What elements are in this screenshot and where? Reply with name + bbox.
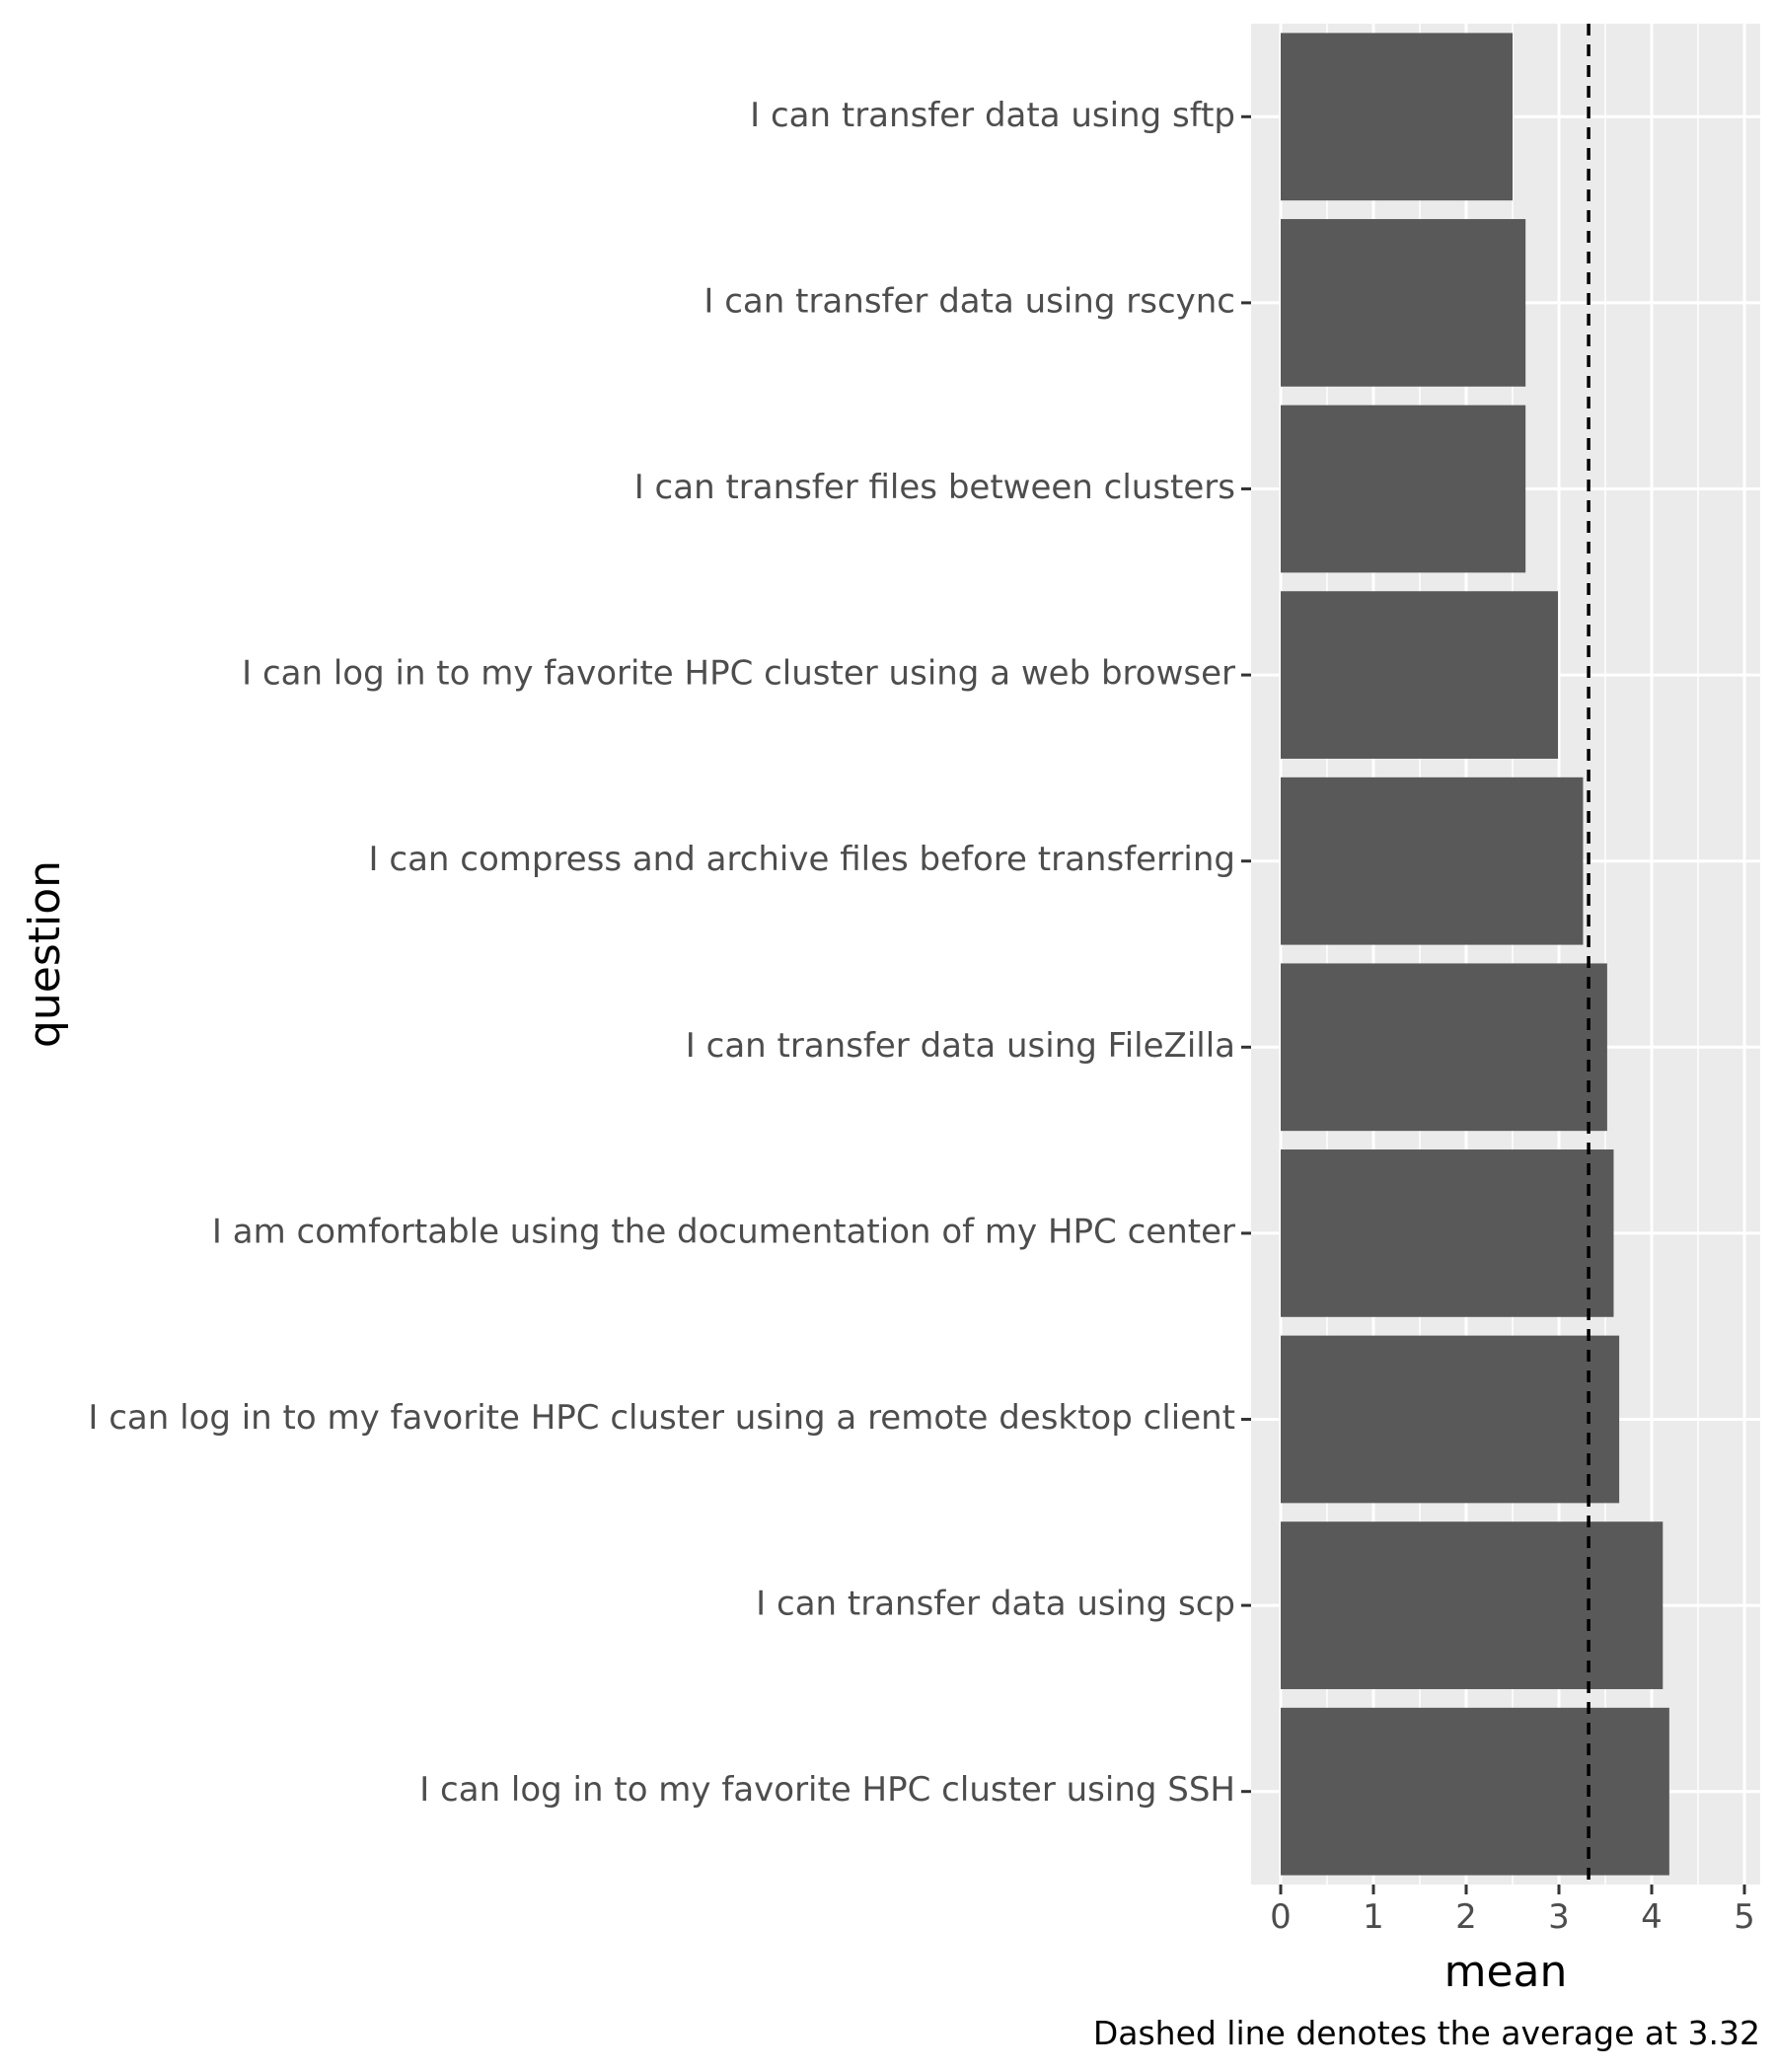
x-tick-label: 0 [1270, 1897, 1292, 1937]
bar [1281, 591, 1559, 759]
x-tick-label: 1 [1363, 1897, 1384, 1937]
y-tick-label: I can transfer data using sftp [750, 96, 1235, 135]
y-tick-label: I can transfer data using rscync [703, 281, 1235, 321]
bar [1281, 405, 1526, 573]
bar [1281, 33, 1513, 201]
y-axis: I can transfer data using sftp I can tran… [88, 96, 1251, 1810]
bar [1281, 777, 1584, 945]
y-tick-label: I can transfer data using scp [756, 1585, 1235, 1624]
y-tick-label: I can log in to my favorite HPC cluster … [242, 654, 1235, 694]
bar [1281, 1149, 1614, 1317]
x-tick-label: 3 [1548, 1897, 1570, 1937]
x-tick-label: 2 [1455, 1897, 1477, 1937]
x-tick-label: 4 [1641, 1897, 1663, 1937]
x-axis: 0 1 2 3 4 5 [1270, 1885, 1755, 1937]
y-tick-label: I can log in to my favorite HPC cluster … [88, 1398, 1235, 1438]
y-axis-title: question [20, 860, 70, 1048]
bar [1281, 963, 1607, 1132]
x-tick-label: 5 [1734, 1897, 1755, 1937]
y-tick-label: I can log in to my favorite HPC cluster … [419, 1770, 1235, 1810]
x-axis-title: mean [1444, 1947, 1568, 1997]
y-tick-label: I am comfortable using the documentation… [212, 1212, 1235, 1251]
bars-layer [1281, 33, 1669, 1876]
bar [1281, 1707, 1669, 1876]
bar [1281, 1521, 1664, 1689]
y-tick-label: I can compress and archive files before … [369, 840, 1235, 879]
bar [1281, 219, 1526, 387]
y-tick-label: I can transfer files between clusters [634, 468, 1235, 507]
chart-caption: Dashed line denotes the average at 3.32 [1093, 2014, 1760, 2052]
bar [1281, 1335, 1620, 1504]
y-tick-label: I can transfer data using FileZilla [686, 1026, 1235, 1066]
